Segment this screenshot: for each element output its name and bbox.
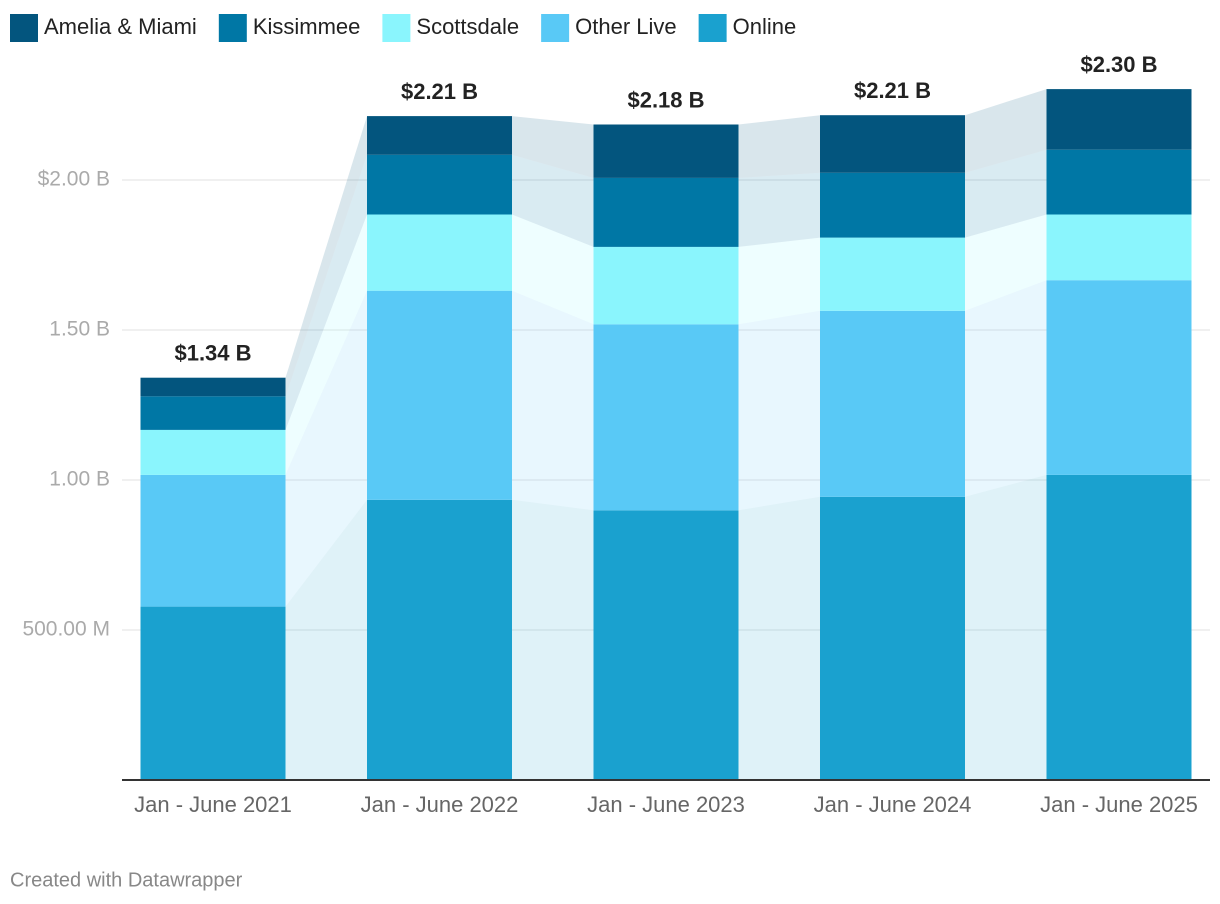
legend-label: Online <box>733 14 797 39</box>
bar-segment <box>1046 280 1192 475</box>
connector-area <box>285 214 367 475</box>
y-tick-label: 1.00 B <box>49 468 110 491</box>
x-tick-label: Jan - June 2022 <box>361 792 519 817</box>
connector-area <box>285 290 367 607</box>
legend-swatch <box>218 14 247 42</box>
connector-area <box>738 115 820 178</box>
bar-segment <box>820 496 965 780</box>
bar-segment <box>140 429 286 475</box>
bar-segment <box>140 396 286 430</box>
bar-segment <box>593 246 739 325</box>
bar-segment <box>1046 214 1192 281</box>
bar-segment <box>593 510 739 780</box>
y-tick-label: 500.00 M <box>22 618 110 641</box>
connector-area <box>285 154 367 430</box>
legend-label: Scottsdale <box>416 14 519 39</box>
bar-segment <box>367 116 512 155</box>
total-label: $2.21 B <box>854 78 931 103</box>
connector-area <box>512 154 594 247</box>
connector-area <box>965 149 1047 238</box>
bar-segment <box>140 606 286 780</box>
bar-segment <box>593 124 739 178</box>
connector-area <box>285 116 367 397</box>
bar-segment <box>367 154 512 215</box>
x-tick-label: Jan - June 2025 <box>1040 792 1198 817</box>
connector-area <box>965 280 1047 497</box>
bar-segment <box>593 324 739 511</box>
legend-swatch <box>698 14 727 42</box>
connector-area <box>512 116 594 178</box>
total-label: $1.34 B <box>174 341 251 366</box>
x-tick-label: Jan - June 2021 <box>134 792 292 817</box>
bar-segment <box>140 377 286 397</box>
x-tick-label: Jan - June 2023 <box>587 792 745 817</box>
bar-segment <box>1046 149 1192 215</box>
legend-label: Kissimmee <box>253 14 361 39</box>
legend-swatch <box>10 14 38 42</box>
connector-area <box>738 237 820 325</box>
bar-segment <box>820 172 965 238</box>
total-label: $2.30 B <box>1080 52 1157 77</box>
connector-area <box>512 499 594 780</box>
bar-segment <box>1046 474 1192 780</box>
bar-segment <box>140 474 286 607</box>
bar-segment <box>820 237 965 311</box>
connector-area <box>285 499 367 780</box>
connector-area <box>738 172 820 247</box>
connector-area <box>512 290 594 511</box>
y-tick-label: $2.00 B <box>38 168 110 191</box>
bar-segment <box>593 177 739 247</box>
x-tick-label: Jan - June 2024 <box>814 792 972 817</box>
total-label: $2.18 B <box>627 87 704 112</box>
legend-label: Amelia & Miami <box>44 14 197 39</box>
connector-area <box>738 310 820 511</box>
bar-segment <box>367 499 512 780</box>
total-label: $2.21 B <box>401 79 478 104</box>
connector-area <box>512 214 594 325</box>
bar-segment <box>1046 89 1192 150</box>
connector-area <box>965 474 1047 780</box>
legend-swatch <box>541 14 570 42</box>
bar-segment <box>820 310 965 497</box>
footer: Created with Datawrapper <box>10 869 243 891</box>
bar-segment <box>367 290 512 500</box>
bar-segment <box>820 115 965 173</box>
y-tick-label: 1.50 B <box>49 318 110 341</box>
connector-area <box>965 214 1047 311</box>
legend-label: Other Live <box>575 14 677 39</box>
legend-swatch <box>382 14 411 42</box>
bar-segment <box>367 214 512 291</box>
connector-area <box>738 496 820 780</box>
connector-area <box>965 89 1047 173</box>
